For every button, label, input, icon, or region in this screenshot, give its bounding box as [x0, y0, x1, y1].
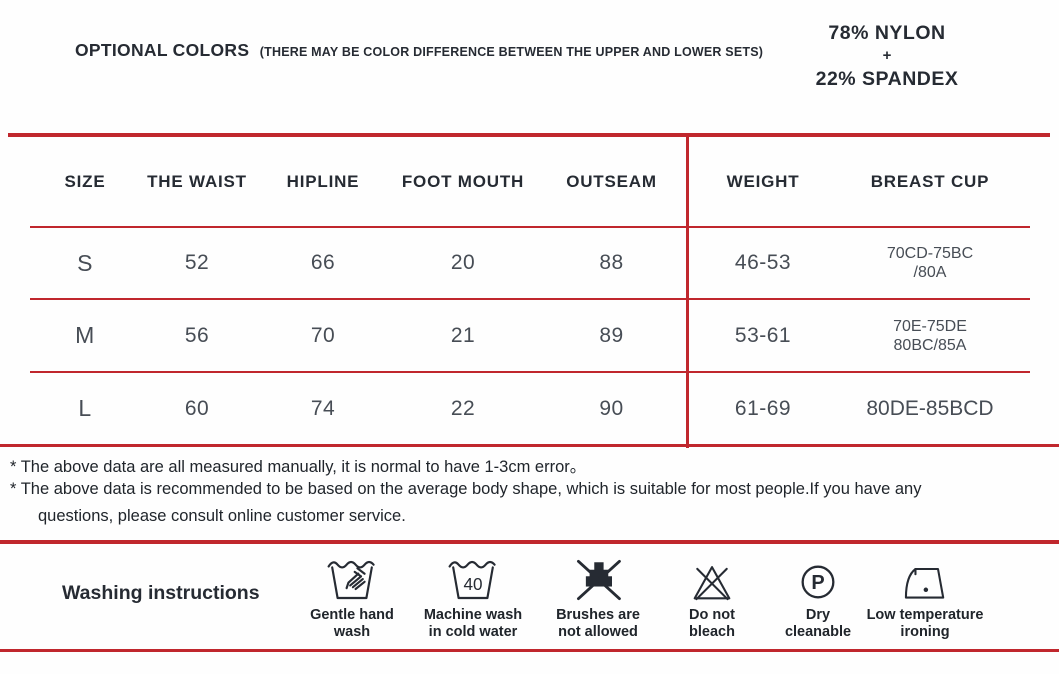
table-top-border: [8, 133, 1050, 137]
hand-wash-icon-box: [325, 552, 379, 604]
care-caption: Brushes are not allowed: [556, 607, 640, 641]
table-cell-waist-l: 60: [184, 396, 210, 420]
composition-spandex: 22% SPANDEX: [815, 68, 959, 90]
table-cell-breast-cup-l: 80DE-85BCD: [840, 373, 1020, 444]
composition-nylon: 78% NYLON: [828, 22, 946, 44]
no-brush-icon: [577, 559, 621, 601]
care-item-do-not-bleach: Do not bleach: [647, 552, 777, 641]
table-cell-weight-s: 46-53: [734, 251, 792, 274]
column-header-breast-cup: BREAST CUP: [870, 171, 990, 191]
breast-cup-m-line2: 80BC/85A: [893, 336, 967, 354]
table-cell-breast-cup-m: 70E-75DE 80BC/85A: [840, 300, 1020, 371]
care-caption-line1: Machine wash: [423, 607, 523, 623]
table-cell-size-l: L: [78, 395, 92, 421]
machine-wash-40-icon: 40: [448, 560, 496, 600]
table-header-separator: [30, 226, 1030, 228]
table-cell-hipline-m: 70: [310, 323, 336, 347]
iron-icon-box: [899, 552, 951, 604]
low-temp-iron-icon: [904, 567, 945, 599]
optional-colors-label: OPTIONAL COLORS: [75, 40, 250, 60]
care-caption: Dry cleanable: [785, 607, 851, 641]
care-item-low-temp-ironing: Low temperature ironing: [845, 552, 1005, 641]
no-brush-icon-box: [570, 552, 626, 604]
hand-wash-icon: [327, 560, 375, 600]
breast-cup-s-line2: /80A: [913, 264, 947, 281]
care-caption: Machine wash in cold water: [424, 607, 522, 641]
machine-wash-icon-box: 40: [446, 552, 500, 604]
table-bottom-border: [0, 444, 1059, 447]
washing-section-bottom-border: [0, 649, 1059, 652]
dry-clean-icon-box: P: [795, 552, 841, 604]
care-caption: Do not bleach: [689, 607, 735, 641]
table-cell-foot-mouth-m: 21: [450, 323, 476, 347]
care-caption-line1: Dry: [805, 607, 831, 623]
fabric-composition: 78% NYLON + 22% SPANDEX: [767, 20, 1007, 92]
washing-instructions-title: Washing instructions: [62, 582, 260, 604]
breast-cup-l-line1: 80DE-85BCD: [866, 396, 994, 420]
table-cell-weight-l: 61-69: [734, 396, 792, 420]
care-caption-line2: bleach: [689, 624, 735, 640]
measurement-note-1: * The above data are all measured manual…: [10, 458, 587, 476]
care-caption: Low temperature ironing: [867, 607, 984, 641]
care-caption-line1: Brushes are: [556, 607, 640, 623]
table-cell-size-m: M: [75, 322, 95, 348]
care-caption-line2: cleanable: [784, 624, 852, 640]
washing-section-top-border: [0, 540, 1059, 544]
table-cell-outseam-m: 89: [599, 323, 624, 347]
care-caption-line1: Gentle hand: [310, 607, 394, 623]
column-header-weight: WEIGHT: [726, 171, 800, 191]
table-cell-hipline-l: 74: [310, 396, 336, 420]
care-caption-line1: Do not: [689, 607, 735, 623]
care-caption-line2: in cold water: [428, 624, 518, 640]
table-row-separator-2: [30, 371, 1030, 373]
table-cell-hipline-s: 66: [310, 251, 336, 274]
table-cell-breast-cup-s: 70CD-75BC /80A: [840, 228, 1020, 298]
optional-colors-heading: OPTIONAL COLORS (THERE MAY BE COLOR DIFF…: [75, 40, 763, 61]
care-item-dry-cleanable: P Dry cleanable: [753, 552, 883, 641]
table-cell-outseam-l: 90: [599, 396, 624, 420]
care-item-machine-wash-cold: 40 Machine wash in cold water: [398, 552, 548, 641]
breast-cup-s-line1: 70CD-75BC: [886, 245, 974, 262]
care-caption: Gentle hand wash: [310, 607, 394, 641]
dry-clean-letter: P: [811, 572, 824, 594]
measurement-note-2: * The above data is recommended to be ba…: [10, 480, 922, 498]
dry-clean-p-icon: P: [801, 565, 835, 599]
table-cell-foot-mouth-s: 20: [450, 251, 476, 274]
table-row-separator-1: [30, 298, 1030, 300]
do-not-bleach-icon: [693, 566, 731, 601]
table-cell-waist-m: 56: [184, 323, 210, 347]
breast-cup-m-line1: 70E-75DE: [893, 317, 967, 335]
column-header-outseam: OUTSEAM: [566, 171, 657, 191]
composition-plus: +: [882, 47, 892, 64]
wash-temperature-label: 40: [463, 575, 482, 594]
column-header-size: SIZE: [64, 171, 106, 191]
table-cell-waist-s: 52: [184, 251, 210, 274]
care-caption-line1: Low temperature: [866, 607, 984, 623]
do-not-bleach-icon-box: [686, 552, 738, 604]
care-caption-line2: not allowed: [558, 624, 638, 640]
table-vertical-divider: [686, 133, 689, 448]
care-item-no-brushes: Brushes are not allowed: [523, 552, 673, 641]
measurement-note-3: questions, please consult online custome…: [38, 507, 406, 525]
care-caption-line2: wash: [333, 624, 371, 640]
table-cell-outseam-s: 88: [599, 251, 624, 274]
care-item-gentle-hand-wash: Gentle hand wash: [282, 552, 422, 641]
column-header-foot-mouth: FOOT MOUTH: [401, 171, 525, 191]
care-caption-line2: ironing: [900, 624, 950, 640]
table-cell-foot-mouth-l: 22: [450, 396, 476, 420]
table-cell-weight-m: 53-61: [734, 323, 792, 347]
optional-colors-note: (THERE MAY BE COLOR DIFFERENCE BETWEEN T…: [259, 45, 764, 59]
table-cell-size-s: S: [77, 249, 93, 276]
column-header-the-waist: THE WAIST: [147, 171, 247, 191]
column-header-hipline: HIPLINE: [286, 171, 360, 191]
